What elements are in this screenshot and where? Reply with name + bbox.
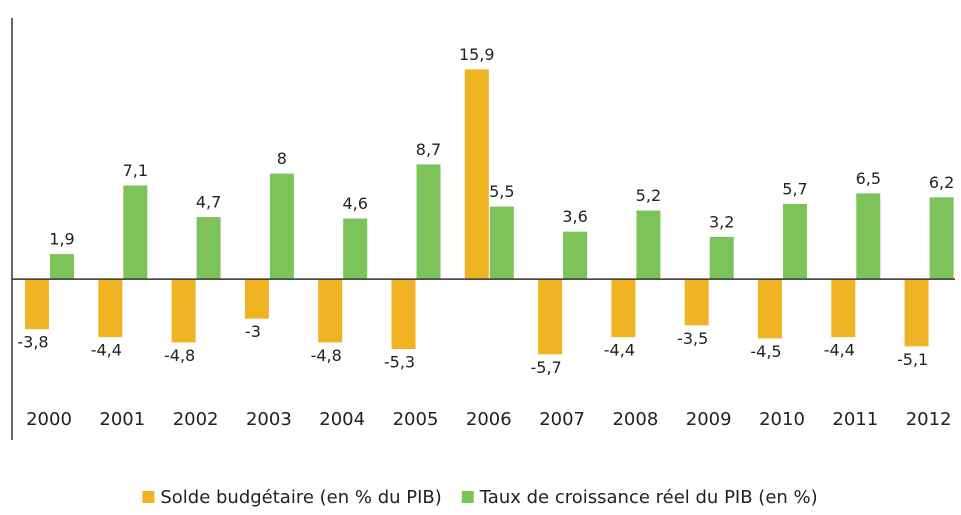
bar xyxy=(123,185,148,280)
bar xyxy=(98,279,123,338)
x-tick-label: 2005 xyxy=(393,409,439,430)
bar xyxy=(831,279,856,338)
data-label: 4,7 xyxy=(196,193,221,212)
data-label: -3,5 xyxy=(677,329,708,348)
bar xyxy=(343,218,368,280)
bar xyxy=(929,197,954,280)
x-tick-label: 2011 xyxy=(832,409,878,430)
x-tick-label: 2001 xyxy=(99,409,145,430)
data-label: 5,2 xyxy=(636,186,661,205)
bar xyxy=(416,164,441,280)
bar xyxy=(856,193,881,280)
x-tick-label: 2009 xyxy=(686,409,732,430)
x-tick-label: 2010 xyxy=(759,409,805,430)
data-label: -5,1 xyxy=(897,350,928,369)
x-tick-label: 2007 xyxy=(539,409,585,430)
x-tick-label: 2002 xyxy=(173,409,219,430)
x-tick-label: 2004 xyxy=(319,409,365,430)
bar xyxy=(563,231,588,280)
bar xyxy=(904,279,929,347)
legend-label: Taux de croissance réel du PIB (en %) xyxy=(479,487,818,508)
bar xyxy=(636,210,661,280)
data-label: 15,9 xyxy=(459,45,495,64)
bar xyxy=(758,279,782,339)
data-label: -4,8 xyxy=(311,346,342,365)
data-label: -3,8 xyxy=(17,333,48,352)
data-label: 8,7 xyxy=(416,140,441,159)
x-tick-label: 2003 xyxy=(246,409,292,430)
x-tick-label: 2000 xyxy=(26,409,72,430)
legend-label: Solde budgétaire (en % du PIB) xyxy=(160,487,441,508)
bar xyxy=(269,173,294,280)
data-label: -5,7 xyxy=(530,358,561,377)
legend-swatch xyxy=(142,491,155,503)
bar xyxy=(684,279,709,326)
bar xyxy=(489,206,514,280)
bar xyxy=(25,279,49,330)
bar xyxy=(709,236,734,280)
bar xyxy=(538,279,563,355)
x-tick-label: 2008 xyxy=(612,409,658,430)
legend-swatch xyxy=(461,491,474,503)
bar xyxy=(50,254,74,280)
data-label: 5,7 xyxy=(782,179,807,198)
bar xyxy=(783,203,807,280)
data-label: 5,5 xyxy=(489,182,514,201)
x-tick-label: 2012 xyxy=(906,409,952,430)
data-label: -4,4 xyxy=(91,341,122,360)
data-label: 1,9 xyxy=(49,230,74,249)
data-label: 6,2 xyxy=(929,173,954,192)
bar xyxy=(318,279,343,343)
bar xyxy=(391,279,416,350)
data-label: 8 xyxy=(277,149,287,168)
x-tick-label: 2006 xyxy=(466,409,512,430)
bar xyxy=(464,69,489,280)
bar xyxy=(244,279,269,319)
data-label: -4,4 xyxy=(604,341,635,360)
bar xyxy=(171,279,196,343)
data-label: 3,2 xyxy=(709,212,734,231)
data-label: 3,6 xyxy=(562,207,587,226)
data-label: -5,3 xyxy=(384,353,415,372)
bar xyxy=(196,217,221,280)
data-label: 7,1 xyxy=(123,161,148,180)
data-label: -4,4 xyxy=(824,341,855,360)
data-label: -3 xyxy=(245,322,261,341)
bar xyxy=(611,279,636,338)
data-label: -4,5 xyxy=(750,342,781,361)
data-label: 6,5 xyxy=(856,169,881,188)
data-label: -4,8 xyxy=(164,346,195,365)
data-label: 4,6 xyxy=(342,194,367,213)
